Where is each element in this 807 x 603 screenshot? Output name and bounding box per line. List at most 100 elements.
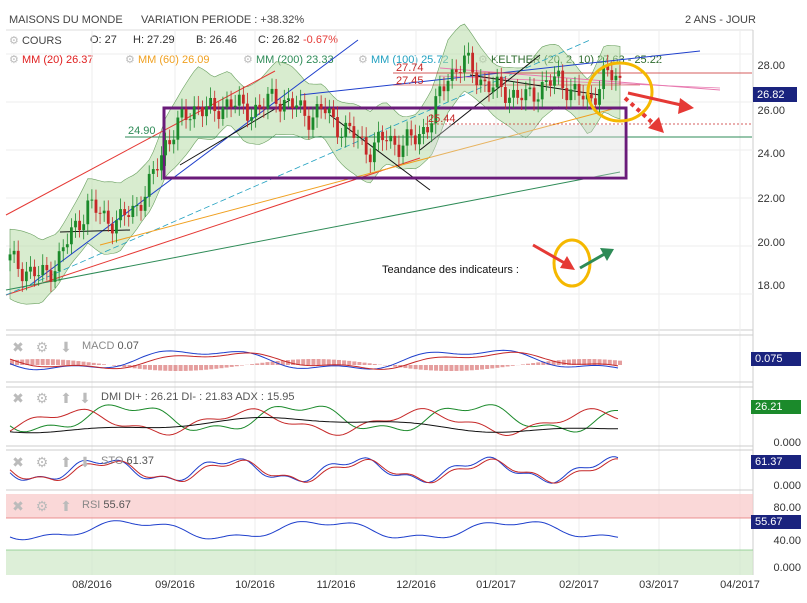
candle-body [37,275,41,277]
macd-hist-bar [602,359,607,365]
macd-hist-bar [434,365,439,371]
candle-body [364,137,368,155]
candle-body [540,81,544,100]
macd-hist-bar [546,361,551,365]
candle-body [393,135,397,145]
candle-body [520,97,524,101]
gear-icon[interactable]: ⚙ [35,454,49,470]
candle-body [426,127,429,133]
macd-hist-bar [597,359,602,365]
macd-hist-bar [270,361,275,365]
candle-body [442,86,446,92]
macd-hist-bar [531,363,536,365]
dmi-zero-tick: 0.000 [773,437,801,449]
macd-hist-bar [618,360,622,365]
rsi-tick-0: 0.000 [773,562,801,574]
candle-body [528,87,532,90]
gear-icon[interactable]: ⚙ [35,339,49,355]
candle-body [57,251,61,272]
macd-hist-bar [572,359,577,365]
candle-body [417,134,421,145]
arrow-down-icon[interactable]: ⬇ [79,454,91,470]
macd-hist-bar [265,362,270,365]
gear-icon[interactable]: ⚙ [125,54,135,66]
candle-body [237,94,241,106]
macd-hist-bar [153,365,158,371]
candle-body [422,127,425,135]
ma60-line [99,106,621,246]
candle-body [45,264,49,271]
close-icon[interactable]: ✖ [12,454,24,470]
gear-icon[interactable]: ⚙ [35,498,49,514]
arrow-up-icon[interactable]: ⬆ [60,454,72,470]
ma200-line [5,171,621,291]
macd-hist-bar [561,359,566,365]
mm60-label: MM (60) [137,54,179,66]
macd-hist-bar [142,365,147,370]
candle-body [225,99,229,108]
last-price-text: 26.82 [757,89,785,101]
sto-label: STO 61.37 [101,455,154,467]
arrow-green-up-icon [579,248,614,270]
macd-hist-bar [428,365,433,371]
macd-hist-bar [291,359,296,365]
macd-signal-line [9,351,619,370]
close-icon[interactable]: ✖ [12,390,24,406]
macd-hist-bar [464,365,469,371]
candle-body [458,72,462,74]
candle-body [471,52,475,73]
candle-body [270,88,274,94]
macd-hist-bar [10,360,14,365]
candle-body [172,139,176,145]
arrow-up-icon[interactable]: ⬆ [60,498,72,514]
rsi-label-value: 55.67 [103,499,131,511]
candle-body [503,87,507,103]
candle-body [413,135,417,145]
gear-icon[interactable]: ⚙ [9,54,19,66]
macd-hist-bar [204,365,209,370]
dmi-plus-line [9,404,618,433]
candle-body [16,250,20,269]
gear-icon[interactable]: ⚙ [358,54,368,66]
candle-body [295,105,298,108]
candle-body [155,169,159,171]
close-icon[interactable]: ✖ [12,498,24,514]
macd-hist-bar [55,359,60,365]
highlight-circle-price [586,61,654,123]
candle-body [74,220,77,228]
gear-icon[interactable]: ⚙ [243,54,253,66]
candle-body [49,270,53,282]
rsi-value-box: 55.67 [751,515,801,529]
candle-body [434,96,438,124]
candle-body [553,76,556,86]
macd-hist-bar [81,361,86,365]
y-tick-20: 20.00 [757,237,785,249]
candle-body [274,88,278,104]
arrow-down-icon[interactable]: ⬇ [79,390,91,406]
arrow-up-icon[interactable]: ⬆ [60,390,72,406]
gear-icon[interactable]: ⚙ [35,390,49,406]
candle-body [196,106,200,108]
candle-body [467,52,470,56]
arrow-down-icon[interactable]: ⬇ [60,339,72,355]
price-candles [8,42,622,292]
macd-hist-bar [326,359,331,365]
candle-body [41,264,45,276]
macd-hist-bar [15,359,20,365]
macd-hist-bar [372,363,377,365]
period-selector[interactable]: 2 ANS - JOUR [685,14,756,26]
macd-hist-bar [336,359,341,365]
candle-body [94,199,98,213]
candle-body [205,106,208,117]
macd-hist-bar [490,365,495,369]
candle-body [278,103,282,112]
candle-body [188,119,192,121]
dmi-minus-line [9,408,619,437]
gear-icon[interactable]: ⚙ [9,35,19,47]
candle-body [151,169,155,174]
macd-hist-bar [280,360,285,365]
macd-hist-bar [500,365,505,368]
close-icon[interactable]: ✖ [12,339,24,355]
macd-hist-bar [239,365,244,366]
